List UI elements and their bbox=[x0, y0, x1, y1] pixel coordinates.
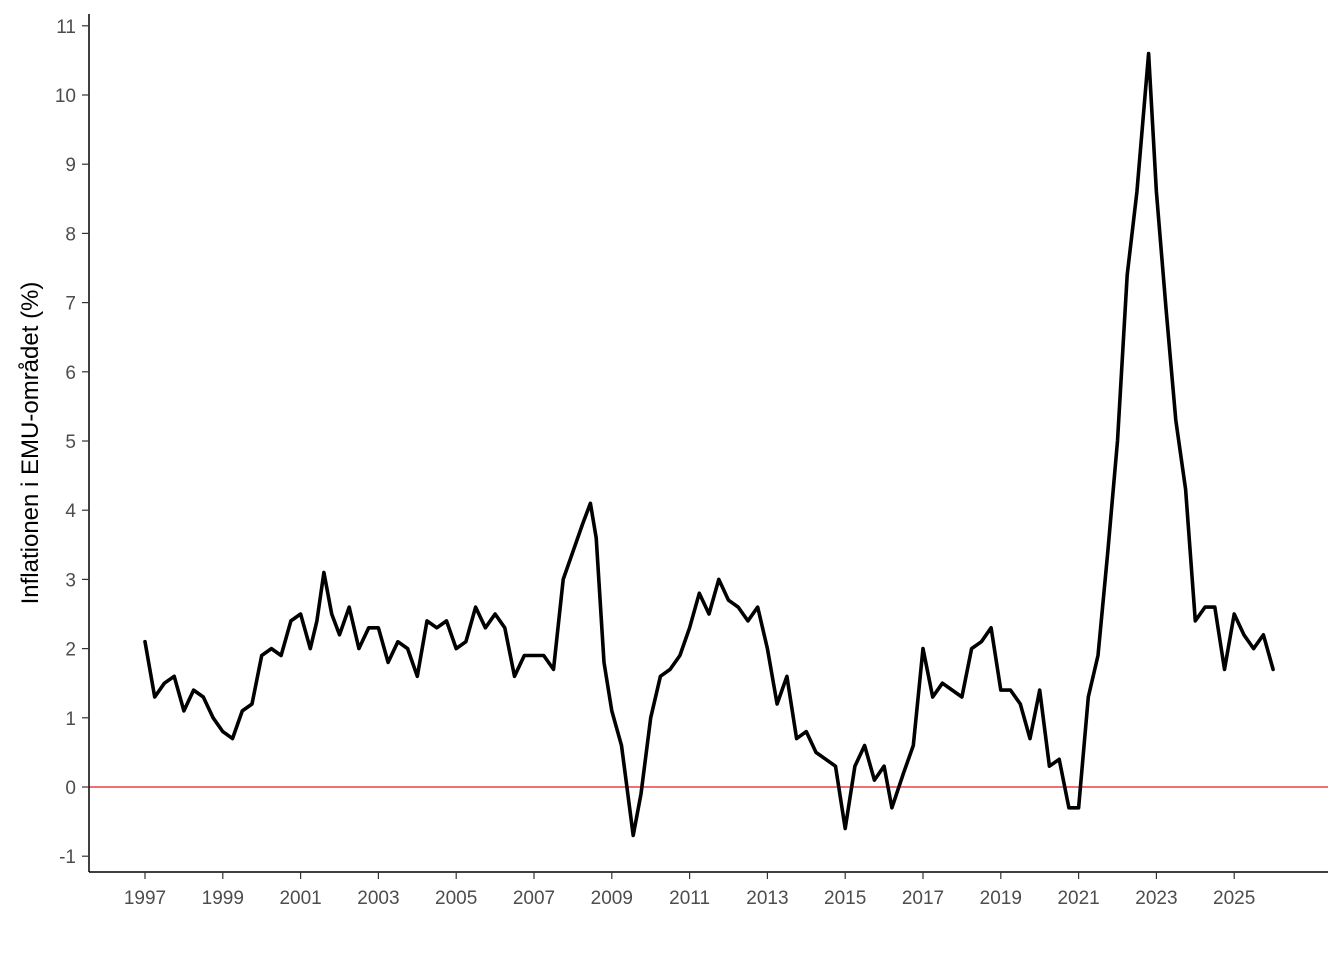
x-tick-label: 2015 bbox=[824, 888, 866, 909]
x-tick-label: 2005 bbox=[435, 888, 477, 909]
ticks-layer: 1997 1999 2001 2003 2005 2007 2009 2011 2013 2015… bbox=[55, 17, 1255, 909]
y-axis-title: Inflationen i EMU-området (%) bbox=[17, 282, 44, 605]
y-tick-label: 8 bbox=[65, 224, 76, 245]
x-tick-label: 2019 bbox=[980, 888, 1022, 909]
y-tick-label: 0 bbox=[65, 778, 76, 799]
y-tick-label: 6 bbox=[65, 363, 76, 384]
y-tick-label: 7 bbox=[65, 294, 76, 315]
x-tick-label: 2001 bbox=[279, 888, 321, 909]
x-tick-label: 2013 bbox=[746, 888, 788, 909]
x-tick-label: 2009 bbox=[591, 888, 633, 909]
x-tick-label: 2025 bbox=[1213, 888, 1255, 909]
axes-layer bbox=[88, 14, 1328, 873]
y-tick-label: 5 bbox=[65, 432, 76, 453]
y-tick-label: 11 bbox=[56, 17, 76, 38]
y-tick-label: 4 bbox=[65, 501, 76, 522]
x-tick-label: 2017 bbox=[902, 888, 944, 909]
series-line bbox=[143, 51, 1275, 838]
series-line-layer bbox=[143, 51, 1275, 838]
x-tick-label: 2003 bbox=[357, 888, 399, 909]
y-tick-label: 9 bbox=[65, 155, 76, 176]
y-tick-label: 2 bbox=[65, 640, 76, 661]
x-tick-label: 1997 bbox=[124, 888, 166, 909]
x-tick-label: 2023 bbox=[1135, 888, 1177, 909]
x-tick-label: 2007 bbox=[513, 888, 555, 909]
x-tick-label: 2011 bbox=[669, 888, 710, 909]
y-tick-label: 10 bbox=[55, 86, 76, 107]
x-tick-label: 2021 bbox=[1057, 888, 1099, 909]
y-tick-label: 1 bbox=[65, 709, 76, 730]
x-tick-label: 1999 bbox=[202, 888, 244, 909]
y-tick-label: 3 bbox=[65, 570, 76, 591]
y-tick-label: -1 bbox=[59, 847, 76, 868]
